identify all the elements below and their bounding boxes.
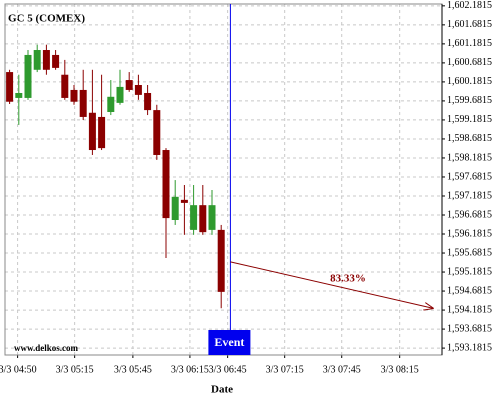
y-tick-label: 1,600.6815	[447, 57, 492, 68]
candle-body	[52, 54, 60, 68]
y-tick-label: 1,595.1815	[447, 266, 492, 277]
candle-body	[6, 72, 14, 102]
y-tick-label: 1,600.1815	[447, 76, 492, 87]
candle-body	[180, 199, 188, 203]
x-tick-label: 3/3 06:45	[209, 364, 247, 375]
candle-body	[217, 229, 225, 292]
candle-body	[153, 110, 161, 155]
candle-body	[70, 89, 78, 102]
y-tick-label: 1,601.1815	[447, 38, 492, 49]
y-tick-label: 1,601.6815	[447, 19, 492, 30]
y-tick-label: 1,598.1815	[447, 152, 492, 163]
y-tick-label: 1,596.6815	[447, 209, 492, 220]
candle-body	[208, 205, 216, 230]
projection-label: 83.33%	[330, 273, 366, 285]
y-tick-label: 1,599.6815	[447, 95, 492, 106]
candle-body	[79, 89, 87, 117]
x-tick-label: 3/3 08:15	[381, 364, 419, 375]
x-tick-label: 3/3 04:50	[0, 364, 37, 375]
candle-body	[190, 205, 198, 230]
candle-body	[61, 74, 69, 98]
candle-body	[42, 50, 50, 70]
x-tick-label: 3/3 07:15	[266, 364, 304, 375]
chart-title: GC 5 (COMEX)	[8, 13, 85, 25]
y-tick-label: 1,598.6815	[447, 133, 492, 144]
candle-body	[15, 92, 23, 98]
candle-body	[107, 96, 115, 112]
x-tick-label: 3/3 05:15	[56, 364, 94, 375]
x-tick-label: 3/3 05:45	[114, 364, 152, 375]
y-tick-label: 1,593.1815	[447, 342, 492, 353]
x-tick-label: 3/3 06:15	[171, 364, 209, 375]
y-tick-label: 1,595.6815	[447, 247, 492, 258]
candle-body	[171, 196, 179, 220]
y-tick-label: 1,602.1815	[447, 0, 492, 11]
y-tick-label: 1,599.1815	[447, 114, 492, 125]
watermark: www.delkos.com	[14, 343, 79, 353]
event-label: Event	[214, 335, 244, 349]
plot-frame	[4, 3, 443, 356]
candle-body	[162, 150, 170, 219]
candle-body	[98, 116, 106, 149]
candle-body	[33, 50, 41, 70]
event-box	[208, 330, 251, 355]
candle-body	[88, 112, 96, 151]
y-tick-label: 1,597.1815	[447, 190, 492, 201]
y-tick-label: 1,594.1815	[447, 304, 492, 315]
x-tick-label: 3/3 07:45	[323, 364, 361, 375]
candle-body	[125, 80, 133, 90]
candle-body	[144, 92, 152, 111]
candle-body	[24, 54, 32, 98]
y-tick-label: 1,597.6815	[447, 171, 492, 182]
candle-body	[116, 86, 124, 103]
candle-body	[134, 85, 142, 95]
y-tick-label: 1,596.1815	[447, 228, 492, 239]
y-tick-label: 1,594.6815	[447, 285, 492, 296]
y-tick-label: 1,593.6815	[447, 323, 492, 334]
candle-body	[199, 205, 207, 233]
projection-arrow	[230, 261, 432, 308]
x-axis-label: Date	[211, 384, 233, 396]
